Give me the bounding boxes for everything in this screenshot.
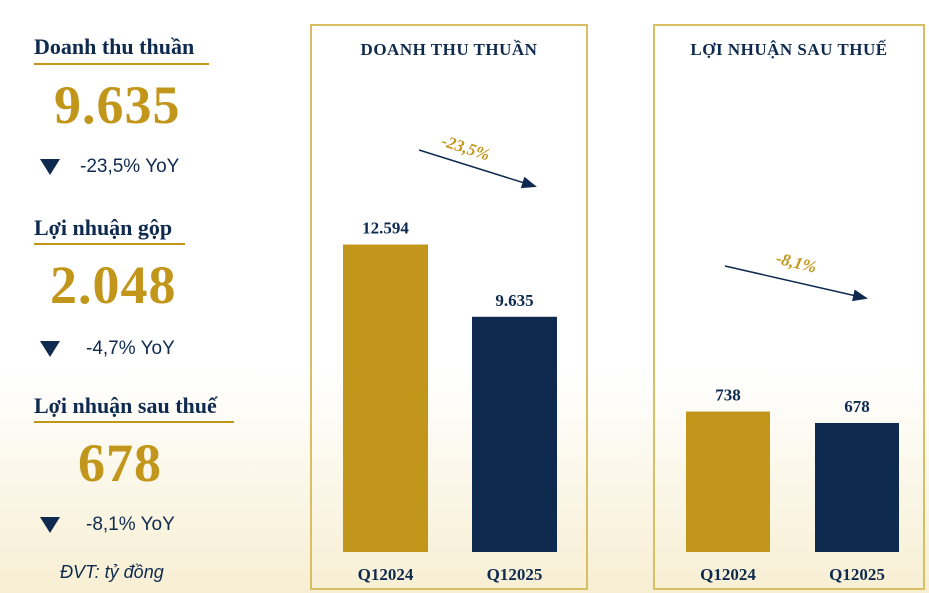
bar-value-label: 678 bbox=[844, 397, 870, 416]
x-tick-label: Q12024 bbox=[700, 565, 756, 584]
down-triangle-icon bbox=[40, 341, 60, 357]
down-triangle-icon bbox=[40, 517, 60, 533]
kpi-underline bbox=[34, 243, 185, 245]
chart-panel-revenue: DOANH THU THUẦN 12.594 Q12024 9.635 Q12025-… bbox=[310, 24, 588, 590]
kpi-change-text: -4,7% YoY bbox=[86, 338, 175, 359]
kpi-change-text: -8,1% YoY bbox=[86, 514, 175, 535]
kpi-change-revenue: -23,5% YoY bbox=[40, 156, 179, 178]
x-tick-label: Q12025 bbox=[829, 565, 885, 584]
chart-title: LỢI NHUẬN SAU THUẾ bbox=[690, 40, 888, 59]
kpi-change-gross-profit: -4,7% YoY bbox=[40, 338, 175, 360]
kpi-change-text: -23,5% YoY bbox=[80, 156, 180, 177]
chart-panel-net-profit: LỢI NHUẬN SAU THUẾ 738 Q12024 678 Q12025 -8,… bbox=[653, 24, 925, 590]
bar-Q12024 bbox=[343, 244, 428, 552]
down-triangle-icon bbox=[40, 159, 60, 175]
change-annotation: -8,1% bbox=[774, 248, 818, 276]
kpi-value-gross-profit: 2.048 bbox=[50, 255, 177, 315]
bar-Q12025 bbox=[472, 316, 557, 552]
x-tick-label: Q12024 bbox=[358, 565, 414, 584]
bar-value-label: 738 bbox=[715, 386, 741, 405]
kpi-change-net-profit: -8,1% YoY bbox=[40, 514, 175, 536]
kpi-value-net-profit: 678 bbox=[78, 433, 162, 493]
net-profit-bar-chart: 738 Q12024 678 Q12025 -8,1% bbox=[686, 248, 899, 584]
bar-value-label: 9.635 bbox=[495, 291, 533, 310]
kpi-value-revenue: 9.635 bbox=[54, 75, 181, 135]
x-tick-label: Q12025 bbox=[487, 565, 543, 584]
kpi-title-net-profit: Lợi nhuận sau thuế bbox=[34, 393, 217, 418]
bar-Q12025 bbox=[815, 422, 899, 552]
kpi-underline bbox=[34, 421, 234, 423]
chart-title: DOANH THU THUẦN bbox=[360, 40, 538, 59]
kpi-underline bbox=[34, 63, 209, 65]
unit-note: ĐVT: tỷ đồng bbox=[60, 562, 164, 582]
trend-arrow bbox=[724, 265, 868, 302]
kpi-title-revenue: Doanh thu thuần bbox=[34, 34, 195, 59]
bar-Q12024 bbox=[686, 411, 770, 552]
trend-arrow bbox=[418, 149, 537, 189]
bar-value-label: 12.594 bbox=[362, 219, 409, 238]
kpi-title-gross-profit: Lợi nhuận gộp bbox=[34, 215, 173, 240]
